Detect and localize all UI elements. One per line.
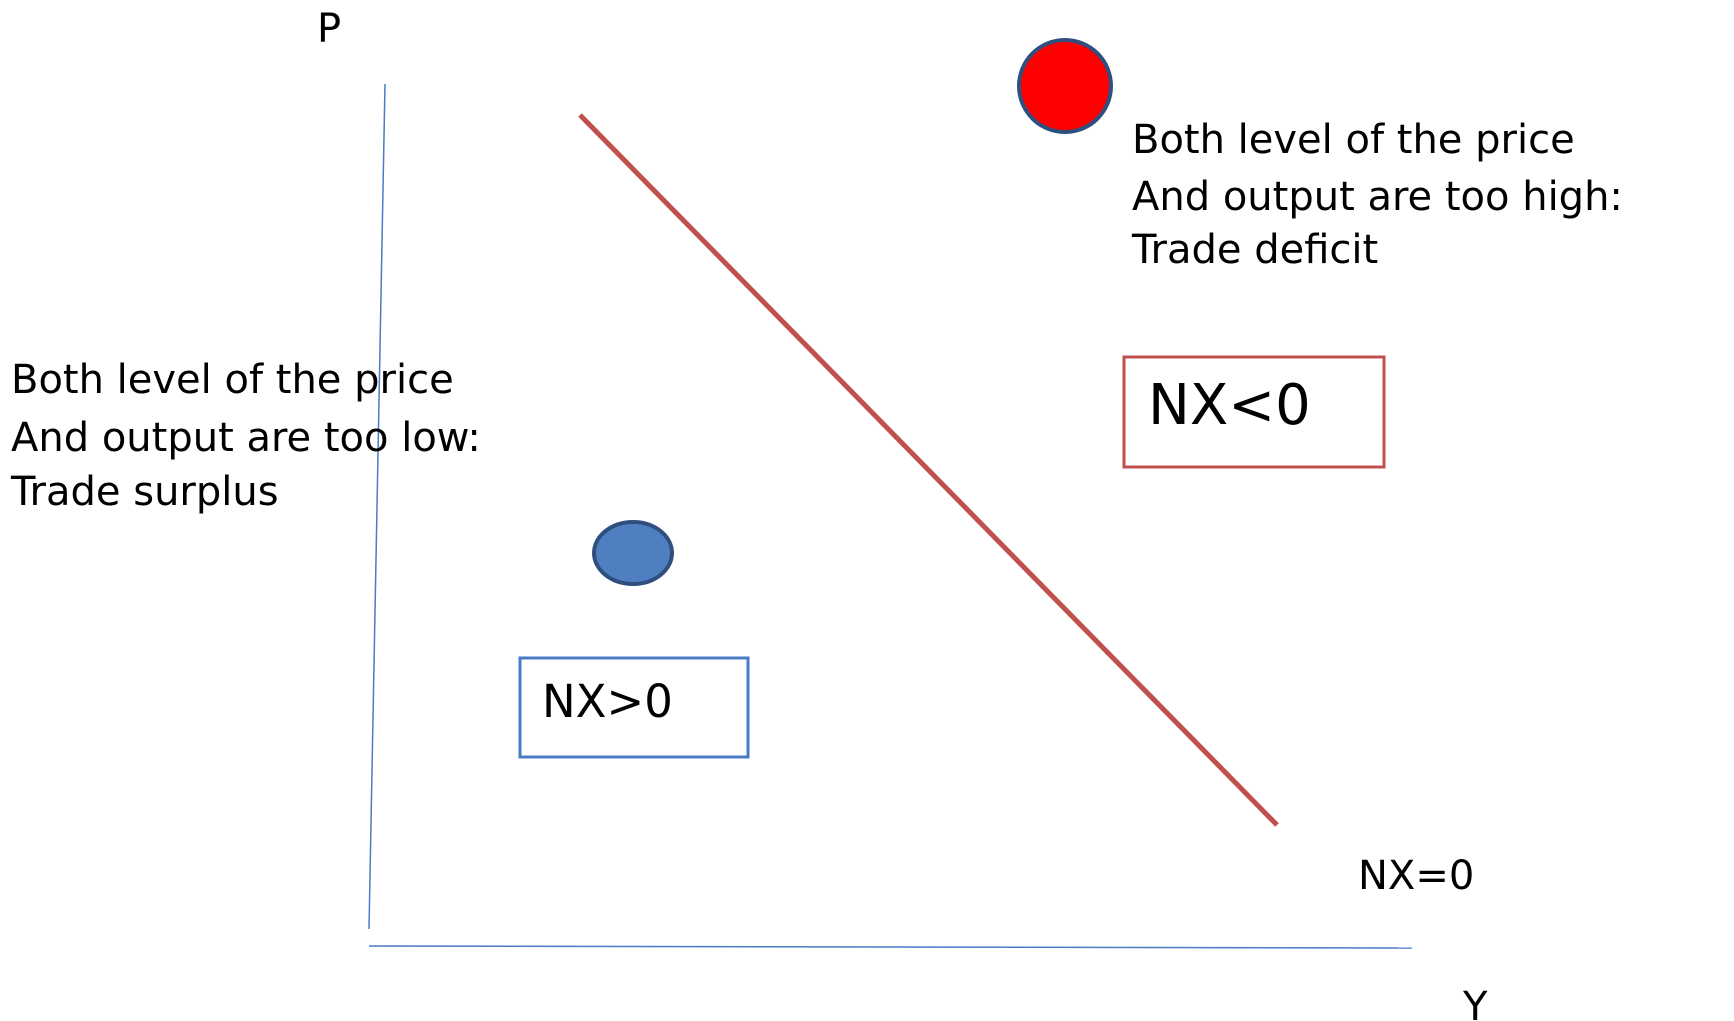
y-axis-label: P bbox=[317, 6, 341, 52]
x-axis-label: Y bbox=[1462, 984, 1488, 1021]
note-line: Both level of the price bbox=[1132, 117, 1575, 163]
deficit-box bbox=[1122, 355, 1386, 469]
note-line: Trade deficit bbox=[1131, 227, 1378, 273]
surplus-box bbox=[518, 656, 750, 759]
blue-point bbox=[592, 520, 674, 586]
box-label: NX<0 bbox=[1148, 373, 1311, 438]
x-axis bbox=[368, 945, 1413, 949]
note-line: And output are too low: bbox=[11, 415, 481, 461]
note-line: Both level of the price bbox=[11, 357, 454, 403]
y-axis bbox=[368, 83, 386, 930]
line-label: NX=0 bbox=[1358, 853, 1474, 899]
box-label: NX>0 bbox=[542, 675, 673, 728]
note-line: And output are too high: bbox=[1132, 174, 1623, 220]
upper-note: Both level of the price And output are t… bbox=[1131, 117, 1623, 273]
lower-note: Both level of the price And output are t… bbox=[10, 357, 481, 515]
nx-zero-line bbox=[578, 113, 1279, 827]
note-line: Trade surplus bbox=[10, 469, 279, 515]
red-point bbox=[1017, 38, 1113, 134]
